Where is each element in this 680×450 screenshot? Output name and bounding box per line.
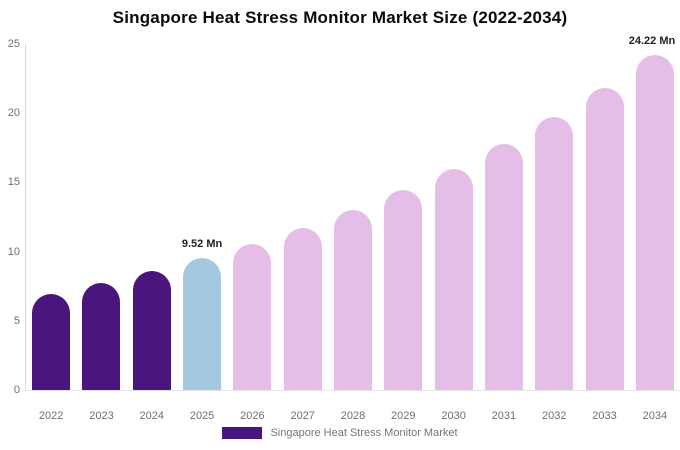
bar-value-label-2034: 24.22 Mn	[628, 34, 676, 47]
y-axis-line	[25, 44, 26, 390]
legend-item[interactable]: Singapore Heat Stress Monitor Market	[0, 427, 680, 439]
y-tick-label: 0	[13, 384, 20, 396]
x-tick-label-2027: 2027	[290, 410, 315, 422]
bar-2030	[434, 168, 473, 390]
y-tick-label: 25	[7, 38, 20, 50]
x-axis-line	[25, 390, 680, 391]
x-tick-label-2028: 2028	[340, 410, 366, 422]
bar-2031	[484, 144, 523, 390]
legend-swatch	[222, 427, 263, 439]
x-tick-label-2032: 2032	[541, 410, 567, 422]
bar-2025	[183, 258, 222, 390]
bar-2023	[82, 283, 121, 390]
chart-title: Singapore Heat Stress Monitor Market Siz…	[112, 8, 568, 27]
x-tick-label-2025: 2025	[189, 410, 215, 422]
x-tick-label-2034: 2034	[642, 410, 668, 422]
x-tick-label-2030: 2030	[441, 410, 466, 422]
legend-label: Singapore Heat Stress Monitor Market	[270, 427, 458, 439]
bar-2034	[635, 54, 674, 390]
y-tick-label: 10	[7, 245, 20, 258]
x-tick-label-2033: 2033	[592, 410, 617, 422]
bar-value-label-2025: 9.52 Mn	[181, 238, 223, 251]
x-tick-label-2031: 2031	[491, 410, 517, 422]
y-tick-label: 15	[7, 176, 20, 189]
y-tick-label: 5	[13, 314, 20, 327]
bar-2032	[535, 117, 574, 390]
bar-2029	[384, 190, 423, 390]
y-tick-label: 20	[7, 107, 20, 120]
x-tick-label-2029: 2029	[391, 410, 416, 422]
x-tick-label-2024: 2024	[139, 410, 165, 422]
bar-2028	[334, 210, 372, 390]
bar-2024	[132, 271, 171, 390]
bar-2033	[585, 87, 624, 390]
x-tick-label-2022: 2022	[38, 410, 64, 422]
bar-2027	[283, 227, 322, 390]
x-tick-label-2023: 2023	[89, 410, 114, 422]
bar-2022	[32, 293, 71, 390]
x-tick-label-2026: 2026	[240, 410, 265, 422]
bar-2026	[233, 243, 272, 390]
